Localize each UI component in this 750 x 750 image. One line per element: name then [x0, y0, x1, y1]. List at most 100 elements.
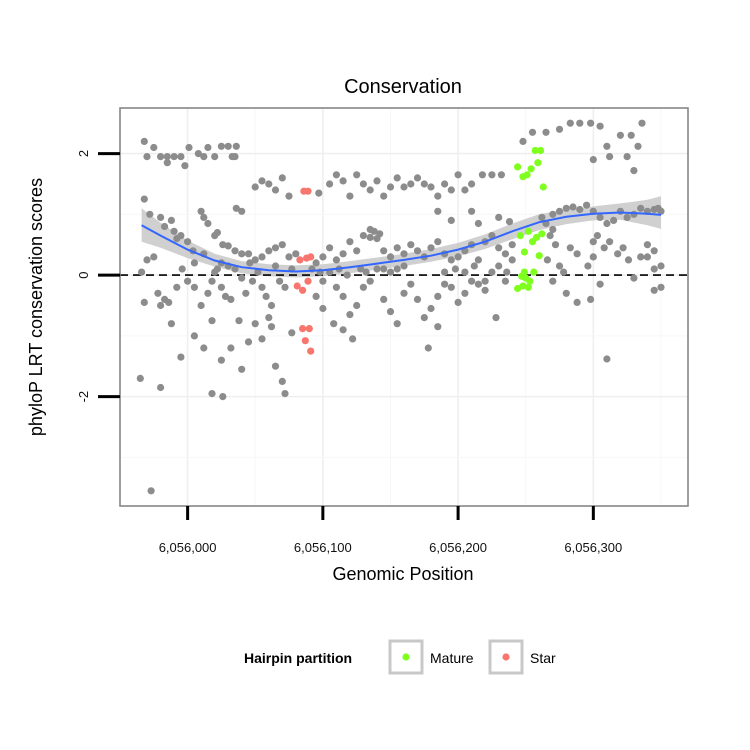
data-point-other	[454, 253, 462, 261]
legend: Hairpin partition Mature Star	[244, 639, 556, 675]
data-point-other	[370, 227, 378, 235]
data-point-other	[495, 213, 503, 221]
data-point-star	[305, 325, 313, 333]
legend-marker-star	[502, 653, 510, 661]
data-point-other	[624, 256, 633, 264]
data-point-other	[359, 283, 367, 291]
data-point-other	[501, 277, 509, 285]
data-point-other	[312, 259, 320, 267]
data-point-other	[248, 277, 257, 285]
data-point-other	[140, 195, 148, 203]
data-point-other	[657, 262, 665, 270]
data-point-other	[254, 268, 262, 276]
data-point-other	[386, 268, 395, 276]
data-point-other	[373, 177, 381, 185]
data-point-other	[235, 317, 243, 325]
data-point-other	[343, 271, 351, 279]
data-point-other	[346, 192, 354, 200]
data-point-other	[154, 289, 162, 297]
x-tick-label: 6,056,000	[159, 540, 217, 555]
data-point-other	[242, 289, 250, 297]
data-point-other	[319, 277, 327, 285]
data-point-mature	[531, 146, 539, 155]
data-point-other	[227, 295, 235, 303]
data-point-other	[434, 207, 442, 215]
data-point-other	[630, 210, 638, 218]
data-point-other	[357, 265, 365, 273]
data-point-other	[262, 292, 270, 300]
data-point-mature	[520, 248, 529, 256]
data-point-other	[258, 177, 266, 185]
data-point-other	[163, 159, 171, 167]
data-point-other	[353, 171, 361, 179]
data-point-other	[393, 244, 401, 252]
y-axis-title: phyloP LRT conservation scores	[26, 178, 46, 436]
data-point-mature	[527, 165, 535, 173]
data-point-other	[232, 142, 240, 150]
data-point-other	[576, 119, 584, 127]
data-point-other	[170, 153, 178, 161]
data-point-mature	[524, 227, 533, 235]
data-point-other	[589, 156, 597, 164]
x-tick-label: 6,056,100	[294, 540, 352, 555]
data-point-other	[420, 314, 428, 322]
data-point-other	[627, 131, 635, 139]
data-point-other	[373, 265, 381, 273]
data-point-other	[147, 487, 155, 495]
data-point-mature	[516, 232, 524, 240]
data-point-other	[441, 280, 449, 288]
data-point-other	[562, 289, 570, 297]
data-point-other	[224, 142, 232, 150]
data-point-other	[603, 219, 611, 228]
data-point-other	[339, 177, 347, 185]
data-point-other	[231, 153, 239, 161]
data-point-other	[217, 142, 225, 150]
data-point-other	[596, 122, 604, 130]
data-point-other	[177, 232, 185, 240]
data-point-other	[492, 314, 500, 322]
data-point-other	[623, 213, 631, 221]
data-point-star	[299, 286, 307, 294]
plot-background	[120, 108, 688, 506]
data-point-other	[413, 174, 422, 182]
data-point-other	[434, 323, 442, 331]
data-point-other	[143, 256, 151, 264]
data-point-other	[246, 259, 254, 267]
data-point-other	[185, 143, 193, 152]
data-point-other	[413, 295, 422, 303]
data-point-other	[150, 253, 158, 261]
data-point-other	[400, 262, 408, 270]
data-point-other	[157, 383, 165, 392]
data-point-mature	[514, 163, 522, 171]
data-point-other	[407, 241, 415, 249]
data-point-other	[244, 250, 253, 258]
y-tick-label: 0	[76, 271, 91, 278]
data-point-other	[503, 268, 511, 276]
data-point-other	[468, 207, 476, 215]
data-point-star	[307, 253, 315, 261]
data-point-other	[138, 268, 146, 276]
data-point-other	[224, 242, 232, 250]
chart-title: Conservation	[344, 76, 462, 98]
data-point-other	[271, 262, 280, 270]
data-point-other	[616, 131, 625, 139]
data-point-other	[637, 253, 645, 261]
data-point-other	[593, 232, 602, 240]
data-point-other	[488, 171, 496, 179]
y-tick-label: 2	[76, 150, 91, 157]
data-point-other	[566, 244, 574, 252]
data-point-other	[319, 304, 327, 313]
data-point-other	[538, 213, 546, 221]
data-point-other	[606, 238, 614, 246]
data-point-other	[221, 292, 230, 300]
data-point-other	[413, 247, 422, 255]
data-point-other	[366, 186, 374, 194]
data-point-other	[447, 256, 455, 264]
data-point-other	[177, 353, 185, 361]
data-point-other	[657, 283, 665, 291]
data-point-other	[157, 213, 165, 221]
data-point-other	[190, 283, 198, 291]
data-point-star	[296, 256, 304, 264]
data-point-other	[610, 216, 618, 224]
data-point-other	[208, 277, 216, 285]
